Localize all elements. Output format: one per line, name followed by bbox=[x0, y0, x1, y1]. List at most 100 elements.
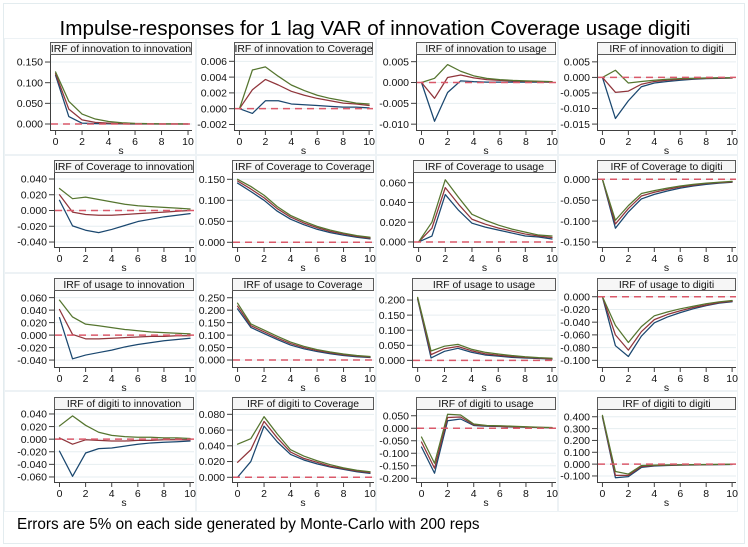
x-axis-title: s bbox=[121, 382, 126, 394]
series-line-upper bbox=[236, 302, 371, 358]
irf-panel: IRF of digiti to usage -0.200-0.150-0.100… bbox=[379, 397, 558, 509]
x-tick-label: 10 bbox=[546, 136, 558, 148]
y-tick-label: -0.040 bbox=[17, 459, 47, 471]
y-tick-label: 0.000 bbox=[380, 237, 406, 249]
y-tick-label: -0.150 bbox=[379, 460, 409, 472]
series-line-irf bbox=[236, 180, 371, 239]
y-tick-label: -0.150 bbox=[560, 237, 590, 249]
panel-title: IRF of Coverage to usage bbox=[425, 162, 544, 173]
y-tick-label: 0.100 bbox=[199, 195, 225, 207]
x-tick-label: 2 bbox=[83, 253, 89, 265]
panel-title: IRF of innovation to usage bbox=[425, 44, 547, 55]
y-tick-label: 0.000 bbox=[379, 355, 405, 367]
y-tick-label: 0.300 bbox=[564, 423, 590, 435]
y-tick-label: 0.100 bbox=[564, 447, 590, 459]
x-tick-label: 0 bbox=[57, 488, 63, 500]
x-tick-label: 2 bbox=[442, 373, 448, 385]
x-tick-label: 10 bbox=[546, 488, 558, 500]
y-tick-label: 0.040 bbox=[21, 409, 47, 421]
y-tick-label: 0.100 bbox=[379, 325, 405, 337]
y-tick-label: -0.010 bbox=[379, 119, 409, 131]
series-line-upper bbox=[601, 296, 733, 344]
y-tick-label: -0.005 bbox=[560, 88, 590, 100]
y-tick-label: 0.100 bbox=[199, 330, 225, 342]
y-tick-label: 0.060 bbox=[199, 425, 225, 437]
x-tick-label: 8 bbox=[703, 373, 709, 385]
x-tick-label: 4 bbox=[651, 253, 657, 265]
x-axis-title: s bbox=[664, 145, 669, 157]
x-tick-label: 10 bbox=[546, 373, 558, 385]
x-tick-label: 10 bbox=[364, 373, 376, 385]
subgraph-cell bbox=[376, 38, 558, 155]
panel-title: IRF of Coverage to innovation bbox=[55, 162, 193, 173]
panel-title-box bbox=[232, 397, 374, 410]
x-tick-label: 6 bbox=[495, 373, 501, 385]
x-tick-label: 2 bbox=[625, 488, 631, 500]
series-line-upper bbox=[58, 299, 191, 335]
y-tick-label: -0.100 bbox=[560, 355, 590, 367]
subgraph-cell bbox=[4, 155, 196, 273]
y-tick-label: -0.040 bbox=[560, 317, 590, 329]
plot-region bbox=[54, 173, 194, 247]
panel-title: IRF of digiti to Coverage bbox=[247, 399, 359, 410]
x-tick-label: 8 bbox=[703, 253, 709, 265]
x-tick-label: 6 bbox=[314, 253, 320, 265]
y-tick-label: -0.060 bbox=[17, 472, 47, 484]
panel-title-box bbox=[597, 397, 736, 410]
x-tick-label: 8 bbox=[340, 136, 346, 148]
panel-title: IRF of innovation to Coverage bbox=[234, 44, 372, 55]
x-tick-label: 8 bbox=[341, 253, 347, 265]
x-tick-label: 6 bbox=[132, 136, 138, 148]
y-tick-label: -0.100 bbox=[560, 471, 590, 483]
y-tick-label: -0.020 bbox=[17, 342, 47, 354]
subgraph-cell bbox=[558, 38, 738, 155]
x-tick-label: 6 bbox=[314, 373, 320, 385]
x-tick-label: 0 bbox=[235, 373, 241, 385]
y-tick-label: 0.200 bbox=[379, 295, 405, 307]
x-tick-label: 4 bbox=[288, 488, 294, 500]
y-tick-label: 0.000 bbox=[199, 237, 225, 249]
x-tick-label: 6 bbox=[314, 136, 320, 148]
x-tick-label: 4 bbox=[109, 373, 115, 385]
y-tick-label: 0.060 bbox=[21, 292, 47, 304]
panel-title-box bbox=[50, 42, 192, 55]
plot-region bbox=[597, 173, 736, 247]
y-tick-label: 0.150 bbox=[379, 310, 405, 322]
subgraph-cell bbox=[4, 38, 196, 155]
subgraph-cell bbox=[558, 391, 738, 512]
series-line-upper bbox=[58, 415, 191, 440]
x-tick-label: 4 bbox=[468, 373, 474, 385]
irf-panel: IRF of innovation to Coverage -0.002 0.000… bbox=[197, 42, 375, 157]
panel-title: IRF of Coverage to Coverage bbox=[235, 162, 371, 173]
x-tick-label: 0 bbox=[419, 136, 425, 148]
x-tick-label: 0 bbox=[419, 488, 425, 500]
y-tick-label: 0.040 bbox=[21, 305, 47, 317]
x-tick-label: 6 bbox=[135, 373, 141, 385]
y-tick-label: 0.005 bbox=[564, 57, 590, 69]
x-tick-label: 2 bbox=[261, 488, 267, 500]
y-tick-label: 0.000 bbox=[201, 103, 227, 115]
y-tick-label: -0.200 bbox=[379, 473, 409, 485]
panel-title-box bbox=[232, 278, 374, 291]
x-tick-label: 8 bbox=[522, 373, 528, 385]
series-line-upper bbox=[236, 416, 371, 473]
series-line-irf bbox=[58, 308, 191, 340]
y-tick-label: -0.020 bbox=[17, 221, 47, 233]
x-tick-label: 10 bbox=[364, 488, 376, 500]
x-tick-label: 0 bbox=[235, 253, 241, 265]
panel-title: IRF of usage to Coverage bbox=[244, 280, 363, 291]
y-tick-label: -0.050 bbox=[379, 435, 409, 447]
panel-title-box bbox=[54, 160, 194, 173]
irf-panel: IRF of innovation to usage -0.010 -0.005 0.… bbox=[379, 42, 558, 157]
panel-title: IRF of Coverage to digiti bbox=[610, 162, 722, 173]
x-tick-label: 10 bbox=[726, 373, 738, 385]
x-tick-label: 0 bbox=[57, 253, 63, 265]
plot-region bbox=[412, 291, 556, 367]
panel-title: IRF of digiti to innovation bbox=[67, 399, 182, 410]
figure-title: Impulse-responses for 1 lag VAR of innov… bbox=[60, 17, 691, 40]
x-tick-label: 2 bbox=[442, 253, 448, 265]
x-tick-label: 4 bbox=[471, 488, 477, 500]
x-tick-label: 6 bbox=[497, 488, 503, 500]
x-tick-label: 8 bbox=[161, 488, 167, 500]
